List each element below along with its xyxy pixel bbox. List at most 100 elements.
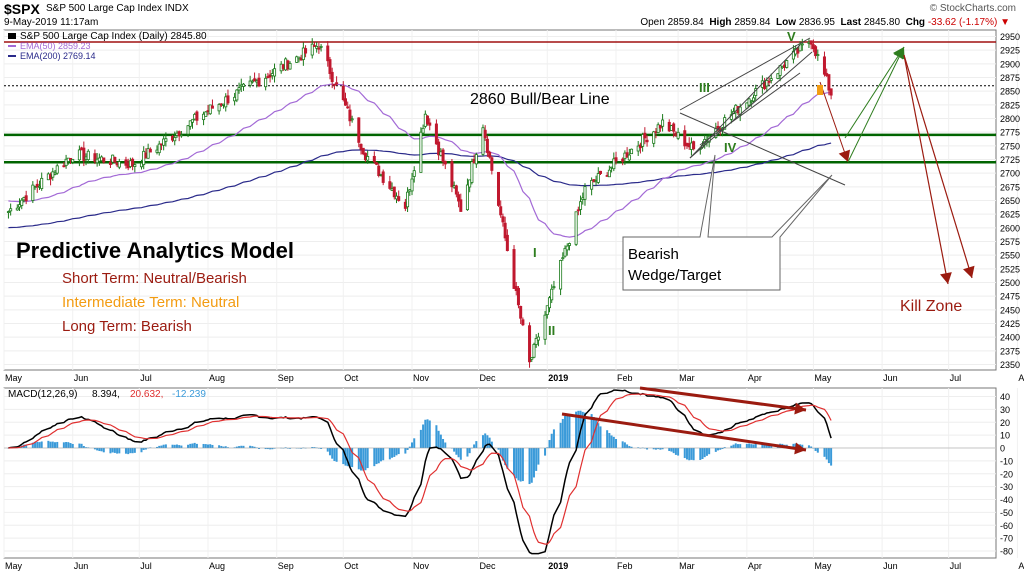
candle-body <box>64 158 68 166</box>
candle-body <box>257 77 261 87</box>
macd-histogram-bar <box>481 435 484 448</box>
macd-histogram-bar <box>273 448 276 449</box>
macd-histogram-bar <box>333 448 336 462</box>
candle-body <box>800 43 804 46</box>
candle-body <box>583 186 587 200</box>
macd-histogram-bar <box>517 448 520 481</box>
intermediate-term-outlook: Intermediate Term: Neutral <box>62 294 239 311</box>
macd-ytick-label: -10 <box>1000 456 1013 466</box>
macd-histogram-bar <box>149 447 152 448</box>
macd-histogram-bar <box>473 444 476 448</box>
candle-body <box>179 134 183 137</box>
candle-body <box>565 245 569 251</box>
candle-body <box>798 43 802 52</box>
candle-body <box>621 158 625 162</box>
candle-body <box>567 243 571 246</box>
candle-body <box>317 47 321 50</box>
macd-histogram-bar <box>422 424 425 448</box>
candle-body <box>146 148 150 159</box>
macd-histogram-bar <box>240 445 243 448</box>
candle-body <box>108 161 112 165</box>
candle-body <box>6 211 10 213</box>
price-ytick-label: 2775 <box>1000 128 1020 138</box>
price-xtick-label: Dec <box>480 373 497 383</box>
price-ytick-label: 2450 <box>1000 305 1020 315</box>
macd-histogram-bar <box>251 446 254 448</box>
candle-body <box>661 119 665 127</box>
macd-histogram-bar <box>271 448 274 450</box>
candle-body <box>459 199 463 212</box>
candle-body <box>217 104 221 112</box>
candle-body <box>547 297 551 309</box>
legend-ema50: EMA(50) 2859.23 <box>20 41 91 51</box>
candle-body <box>543 314 547 340</box>
macd-xtick-label: Aug <box>1018 561 1024 571</box>
legend-price: S&P 500 Large Cap Index (Daily) 2845.80 <box>20 31 207 42</box>
macd-histogram-bar <box>530 448 533 483</box>
long-term-outlook: Long Term: Bearish <box>62 318 192 335</box>
macd-histogram-bar <box>65 442 68 448</box>
price-ytick-label: 2900 <box>1000 59 1020 69</box>
macd-histogram-bar <box>391 448 394 458</box>
candle-body <box>645 139 649 143</box>
price-xtick-label: Jun <box>883 373 898 383</box>
macd-histogram-bar <box>792 443 795 448</box>
macd-histogram-bar <box>659 448 662 450</box>
macd-histogram-bar <box>552 429 555 448</box>
candle-body <box>465 184 469 211</box>
macd-histogram-bar <box>36 441 39 448</box>
macd-histogram-bar <box>677 448 680 456</box>
candle-body <box>636 145 640 152</box>
candle-body <box>377 165 381 177</box>
macd-histogram-bar <box>608 433 611 448</box>
candle-body <box>350 118 354 121</box>
kill-zone-arrow-1 <box>903 54 949 285</box>
candle-body <box>450 161 454 188</box>
candle-body <box>421 127 425 134</box>
candle-body <box>397 196 401 201</box>
macd-ytick-label: 40 <box>1000 392 1010 402</box>
candle-body <box>441 149 445 162</box>
chart-header: $SPX S&P 500 Large Cap Index INDX 9-May-… <box>0 0 1024 30</box>
annotations: Bearish Wedge/Target <box>622 37 846 291</box>
macd-histogram-bar <box>67 442 70 448</box>
macd-histogram-bar <box>364 448 367 471</box>
kill-zone-arrow-1-head <box>940 272 952 284</box>
macd-histogram-bar <box>96 448 99 451</box>
candle-body <box>361 147 365 155</box>
down-arrow-icon: ▼ <box>1000 17 1010 28</box>
candle-body <box>24 195 28 202</box>
macd-histogram-bar <box>382 448 385 461</box>
candle-body <box>31 184 35 201</box>
low-label: Low <box>776 17 797 28</box>
candle-body <box>86 150 90 161</box>
macd-histogram-bar <box>25 444 28 448</box>
macd-histogram-bar <box>424 419 427 448</box>
macd-histogram-bar <box>233 447 236 448</box>
macd-xtick-label: Feb <box>617 561 633 571</box>
macd-histogram-bar <box>144 448 147 450</box>
price-xtick-label: Aug <box>209 373 225 383</box>
macd-histogram-bar <box>113 448 116 453</box>
candle-body <box>328 59 332 74</box>
candle-body <box>530 357 534 360</box>
macd-histogram-bar <box>69 443 72 448</box>
candle-body <box>536 336 540 341</box>
macd-histogram-bar <box>466 448 469 457</box>
macd-histogram-bar <box>180 445 183 448</box>
brand-label: © StockCharts.com <box>929 3 1016 14</box>
macd-histogram-bar <box>346 448 349 467</box>
candle-body <box>53 172 57 175</box>
candle-body <box>428 122 432 126</box>
candle-body <box>612 158 616 170</box>
candle-body <box>195 111 199 121</box>
macd-histogram-bar <box>373 448 376 467</box>
signal-line <box>8 393 832 545</box>
macd-histogram-bar <box>85 447 88 448</box>
candle-body <box>208 104 212 115</box>
macd-histogram-bar <box>761 442 764 448</box>
price-ytick-label: 2675 <box>1000 182 1020 192</box>
bull-bear-line-label: 2860 Bull/Bear Line <box>470 91 610 108</box>
price-ytick-label: 2825 <box>1000 100 1020 110</box>
wedge-line-top <box>679 37 811 111</box>
